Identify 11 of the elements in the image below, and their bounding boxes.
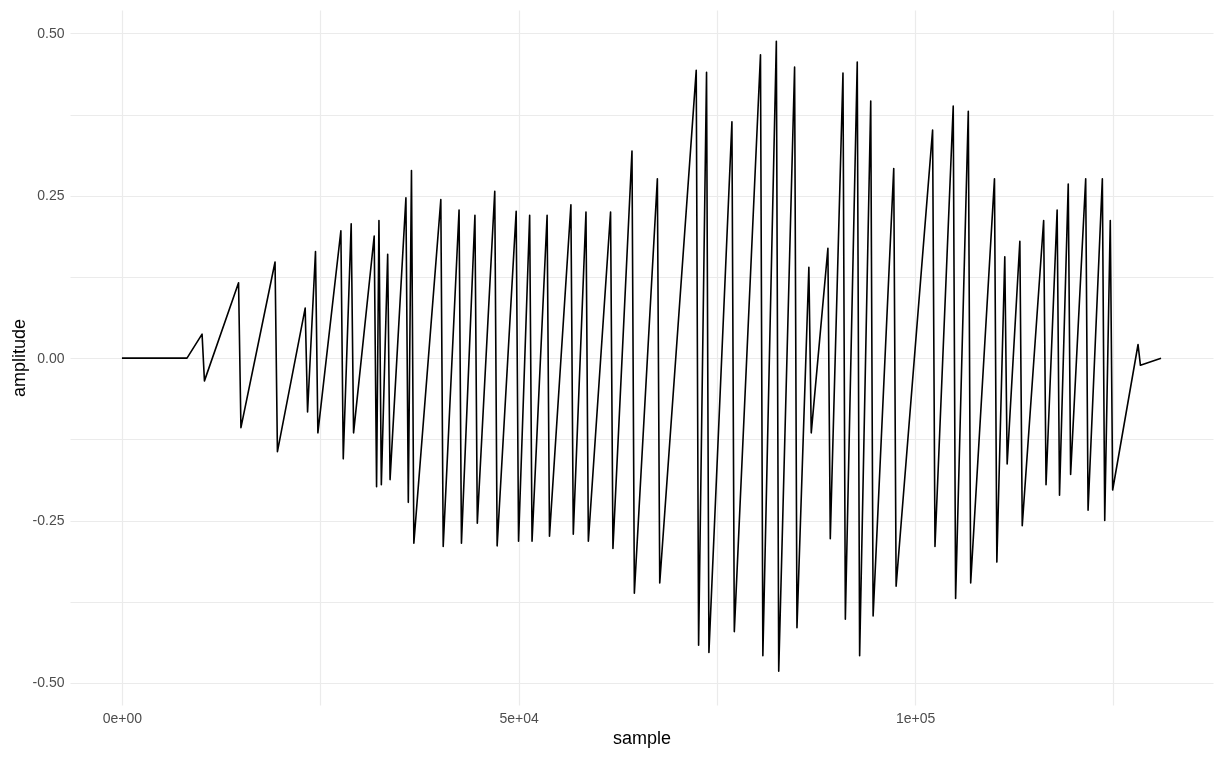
- y-tick-label: 0.50: [37, 24, 65, 41]
- x-tick-label: 0e+00: [102, 709, 143, 726]
- line-series: [121, 40, 1162, 673]
- x-tick-label: 5e+04: [499, 709, 539, 726]
- y-tick-label: -0.25: [32, 512, 65, 529]
- y-tick-label: 0.00: [37, 349, 65, 366]
- x-axis-title: sample: [612, 727, 672, 748]
- x-tick-label: 1e+05: [895, 709, 936, 726]
- y-tick-label: -0.50: [32, 674, 65, 691]
- y-axis-title: amplitude: [8, 318, 29, 398]
- y-tick-label: 0.25: [37, 187, 65, 204]
